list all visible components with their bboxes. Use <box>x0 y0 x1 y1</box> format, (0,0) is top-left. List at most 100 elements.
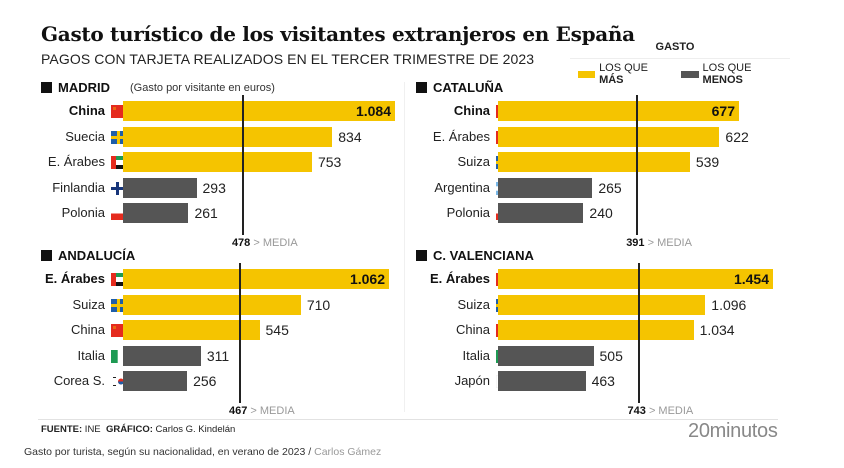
bar-row: Corea S. 256 <box>41 371 421 391</box>
country-label: Polonia <box>446 205 490 220</box>
average-line <box>636 95 639 235</box>
country-label: Corea S. <box>53 373 105 388</box>
bar-row: Suiza 1.096 <box>416 294 796 315</box>
value-label: 1.034 <box>699 322 735 338</box>
average-value: 391 <box>626 237 645 249</box>
value-label: 261 <box>194 205 218 221</box>
average-line <box>637 263 640 403</box>
bar-row: E. Árabes 753 <box>41 152 421 172</box>
country-label: China <box>456 322 490 337</box>
value-label: 1.084 <box>355 103 391 119</box>
average-label: 467 > MEDIA <box>229 405 295 417</box>
legend-label-less: LOS QUE MENOS <box>702 62 752 86</box>
bar-row: Polonia 240 <box>416 203 796 223</box>
value-label: 545 <box>265 322 289 338</box>
bar <box>123 203 189 223</box>
legend-swatch-more <box>578 70 596 78</box>
bar <box>498 177 593 198</box>
value-label: 1.096 <box>711 296 747 313</box>
country-label: Italia <box>77 347 105 363</box>
region-name: CATALUÑA <box>433 80 504 95</box>
average-suffix: > MEDIA <box>648 405 694 417</box>
value-label: 265 <box>598 179 622 196</box>
country-label: China <box>71 322 105 337</box>
panel-header: MADRID (Gasto por visitante en euros) <box>41 80 275 95</box>
panel-divider <box>404 82 405 412</box>
panel-cataluña: CATALUÑA China 677 E. Árabes 622 Suiza 539 Arge… <box>416 80 796 249</box>
bar-row: China 677 <box>416 101 796 121</box>
chart-subtitle: PAGOS CON TARJETA REALIZADOS EN EL TERCE… <box>41 51 535 67</box>
bar-row: China 1.084 <box>41 101 421 121</box>
footer-divider <box>38 419 778 420</box>
bar <box>123 294 301 315</box>
value-label: 753 <box>317 154 342 170</box>
bar-row: Suiza 710 <box>41 294 421 315</box>
brand-logo: 20minutos <box>688 420 778 442</box>
value-label: 622 <box>725 128 749 145</box>
legend-divider <box>570 58 790 59</box>
value-label: 539 <box>695 154 720 170</box>
country-label: Argentina <box>434 179 490 195</box>
legend-swatch-less <box>681 70 699 78</box>
panel-header: C. VALENCIANA <box>416 248 534 263</box>
average-label: 391 > MEDIA <box>626 237 692 249</box>
bar-row: China 1.034 <box>416 320 796 340</box>
value-label: 710 <box>306 296 331 313</box>
average-suffix: > MEDIA <box>250 405 295 417</box>
unit-note: (Gasto por visitante en euros) <box>130 81 275 94</box>
value-label: 1.454 <box>733 271 769 287</box>
country-label: Italia <box>462 347 490 363</box>
bar <box>498 371 586 391</box>
bar-row: Italia 311 <box>41 345 421 366</box>
average-line <box>238 263 241 403</box>
average-suffix: > MEDIA <box>647 237 692 249</box>
country-label: Suiza <box>72 296 105 312</box>
bar-row: Suecia 834 <box>41 126 421 147</box>
bar-row: E. Árabes 1.454 <box>416 269 796 289</box>
country-label: Suiza <box>457 296 490 312</box>
bar <box>498 152 690 172</box>
panel-header: ANDALUCÍA <box>41 248 135 263</box>
panel-header: CATALUÑA <box>416 80 503 95</box>
value-label: 1.062 <box>349 271 385 287</box>
country-label: Polonia <box>61 205 105 220</box>
bar-row: Polonia 261 <box>41 203 421 223</box>
image-caption: Gasto por turista, según su nacionalidad… <box>24 446 382 458</box>
country-label: Finlandia <box>52 179 105 195</box>
average-line <box>241 95 244 235</box>
bar <box>498 101 739 121</box>
average-value: 478 <box>231 237 251 249</box>
bar-row: Suiza 539 <box>416 152 796 172</box>
bar-row: Italia 505 <box>416 345 796 366</box>
country-label: E. Árabes <box>432 128 490 144</box>
region-marker-icon <box>416 82 427 93</box>
bar <box>123 320 260 340</box>
region-marker-icon <box>41 82 52 93</box>
bar <box>498 294 706 315</box>
value-label: 311 <box>206 347 230 364</box>
bar <box>498 203 584 223</box>
region-name: ANDALUCÍA <box>58 248 136 263</box>
bar <box>123 126 333 147</box>
average-label: 478 > MEDIA <box>232 237 298 249</box>
country-label: China <box>68 103 105 118</box>
bar-row: Japón 463 <box>416 371 796 391</box>
average-value: 743 <box>627 405 646 417</box>
value-label: 505 <box>599 347 623 364</box>
value-label: 677 <box>711 103 735 119</box>
bar-row: E. Árabes 622 <box>416 126 796 147</box>
value-label: 834 <box>338 128 362 145</box>
panel-c-valenciana: C. VALENCIANA E. Árabes 1.454 Suiza 1.096 Chi… <box>416 248 796 417</box>
legend-title: GASTO <box>655 41 695 53</box>
value-label: 463 <box>591 373 615 389</box>
legend: GASTO LOS QUE MÁS LOS QUE MENOS <box>570 41 790 86</box>
bar <box>123 177 197 198</box>
bar-row: Finlandia 293 <box>41 177 421 198</box>
country-label: Japón <box>454 373 490 388</box>
bar <box>123 371 188 391</box>
country-label: Suiza <box>457 154 490 169</box>
chart-title: Gasto turístico de los visitantes extran… <box>41 22 635 46</box>
bar <box>498 126 720 147</box>
bar <box>123 269 389 289</box>
value-label: 256 <box>193 373 217 389</box>
